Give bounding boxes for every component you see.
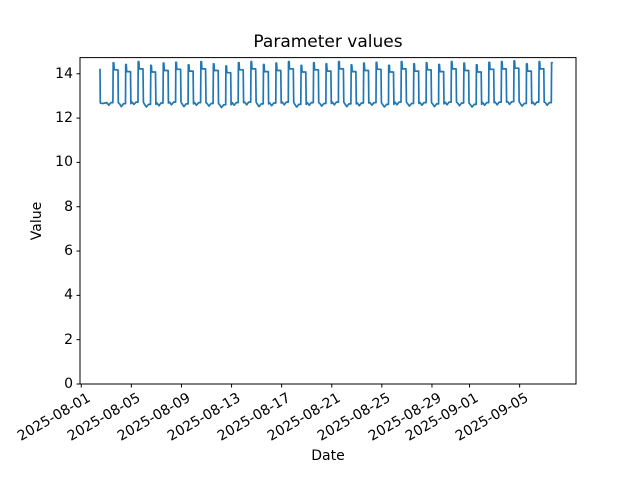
- y-tick-label: 6: [64, 243, 73, 260]
- y-axis-label: Value: [29, 201, 45, 241]
- plot-area-border: [79, 57, 577, 385]
- y-tick-label: 14: [55, 65, 73, 82]
- y-tick-label: 8: [64, 198, 73, 215]
- axis-ticks: [76, 73, 521, 388]
- y-tick-label: 2: [64, 331, 73, 348]
- y-tick-label: 0: [64, 376, 73, 392]
- y-tick-label: 4: [64, 287, 73, 304]
- series-line: [99, 60, 554, 109]
- y-tick-label: 12: [55, 110, 73, 127]
- x-axis-label: Date: [311, 448, 345, 464]
- chart-title: Parameter values: [253, 32, 403, 52]
- y-tick-label: 10: [55, 154, 73, 171]
